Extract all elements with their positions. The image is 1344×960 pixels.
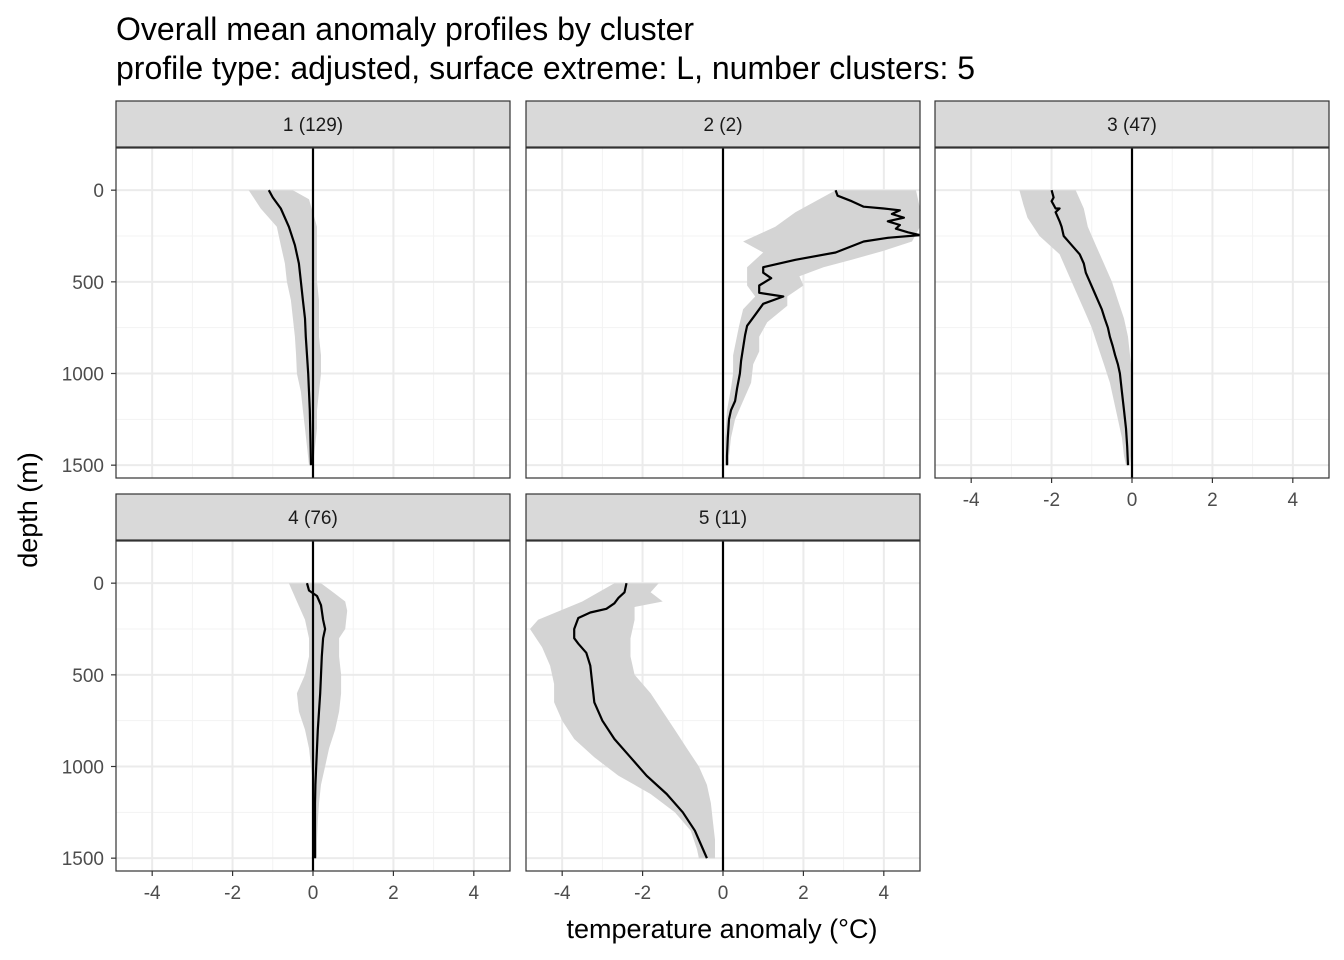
- y-tick-label: 1000: [62, 365, 104, 386]
- facet-strip: [525, 100, 921, 148]
- panel-content: [530, 541, 725, 871]
- x-tick-label: 2: [798, 883, 809, 904]
- facet-strip: [934, 100, 1330, 148]
- facet-strip: [525, 493, 921, 541]
- facet-strip-label: 5 (11): [699, 508, 747, 529]
- y-tick-label: 500: [72, 273, 104, 294]
- y-tick-label: 0: [93, 181, 104, 202]
- panel-border: [115, 147, 511, 479]
- facet-panel-3: 3 (47) -4 -2 0 2 4: [934, 100, 1330, 511]
- facet-strip-label: 4 (76): [288, 508, 338, 529]
- facet-panel-5: 5 (11) -4 -2 0 2 4: [525, 493, 921, 904]
- x-tick-label: -2: [634, 883, 651, 904]
- mean-profile-line: [573, 582, 708, 859]
- x-tick-label: 2: [1207, 490, 1218, 511]
- x-tick-label: -2: [1043, 490, 1060, 511]
- y-axis-title: depth (m): [13, 452, 43, 568]
- x-tick-label: 0: [1127, 490, 1138, 511]
- x-tick-label: 4: [879, 883, 890, 904]
- facet-strip-label: 1 (129): [283, 115, 343, 136]
- facet-panel-1: 1 (129) 0 500 1000 1500: [62, 100, 511, 479]
- confidence-ribbon: [248, 190, 321, 466]
- facet-strip-label: 3 (47): [1107, 115, 1157, 136]
- x-tick-label: -4: [144, 883, 161, 904]
- mean-profile-line: [1050, 189, 1130, 466]
- confidence-ribbon: [725, 190, 920, 466]
- x-tick-label: 0: [718, 883, 729, 904]
- y-tick-label: 1000: [62, 758, 104, 779]
- x-tick-label: -4: [554, 883, 571, 904]
- x-tick-label: 4: [469, 883, 480, 904]
- chart-subtitle: profile type: adjusted, surface extreme:…: [116, 50, 975, 86]
- chart-title: Overall mean anomaly profiles by cluster: [116, 11, 694, 47]
- facet-panel-2: 2 (2): [525, 100, 921, 479]
- panel-border: [525, 147, 921, 479]
- x-tick-label: 4: [1288, 490, 1299, 511]
- y-tick-label: 1500: [62, 849, 104, 870]
- x-tick-label: -4: [963, 490, 980, 511]
- x-tick-label: -2: [224, 883, 241, 904]
- facet-strip: [115, 100, 511, 148]
- mean-profile-line: [725, 189, 920, 466]
- facet-panel-4: 4 (76) 0 500 1000 1500 -4 -2 0 2 4: [62, 493, 511, 904]
- panel-content: [248, 148, 321, 478]
- x-tick-label: 0: [308, 883, 319, 904]
- confidence-ribbon: [1019, 190, 1132, 466]
- facet-strip: [115, 493, 511, 541]
- panel-content: [288, 541, 348, 871]
- y-tick-label: 0: [93, 574, 104, 595]
- panel-content: [721, 148, 920, 478]
- panel-content: [1019, 148, 1134, 478]
- mean-profile-line: [305, 582, 327, 859]
- y-tick-label: 500: [72, 666, 104, 687]
- x-axis-title: temperature anomaly (°C): [567, 914, 878, 944]
- x-tick-label: 2: [388, 883, 399, 904]
- mean-profile-line: [267, 189, 313, 466]
- confidence-ribbon: [530, 583, 715, 859]
- y-tick-label: 1500: [62, 456, 104, 477]
- facet-strip-label: 2 (2): [703, 115, 742, 136]
